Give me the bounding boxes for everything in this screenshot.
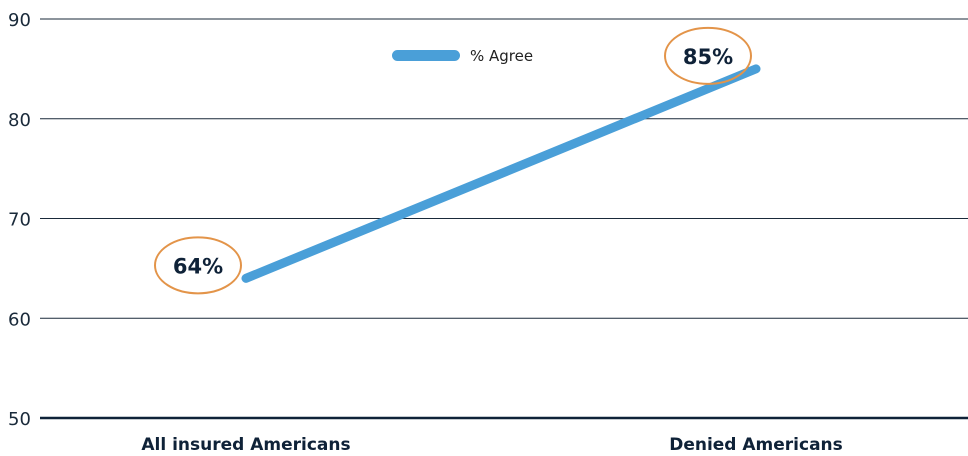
data-labels: 64% 85%: [154, 26, 752, 295]
highlight-ring-1: [664, 26, 752, 85]
series-lines: [241, 64, 761, 283]
legend: % Agree: [392, 47, 533, 65]
y-tick-label-50: 50: [8, 409, 31, 430]
y-tick-label-90: 90: [8, 10, 31, 31]
legend-label-agree: % Agree: [470, 47, 533, 65]
x-category-label-0: All insured Americans: [141, 435, 350, 455]
x-category-label-1: Denied Americans: [669, 435, 843, 455]
y-axis-ticks: 50 60 70 80 90: [8, 10, 31, 430]
gridlines: [40, 18, 968, 420]
data-label-1: 85%: [683, 45, 733, 69]
y-tick-label-80: 80: [8, 110, 31, 131]
data-label-0: 64%: [173, 254, 223, 278]
y-tick-label-60: 60: [8, 309, 31, 330]
x-axis-categories: All insured Americans Denied Americans: [141, 435, 842, 455]
series-line-agree: [241, 64, 761, 283]
y-tick-label-70: 70: [8, 210, 31, 231]
legend-swatch: [392, 50, 460, 61]
highlight-ring-0: [154, 236, 242, 295]
